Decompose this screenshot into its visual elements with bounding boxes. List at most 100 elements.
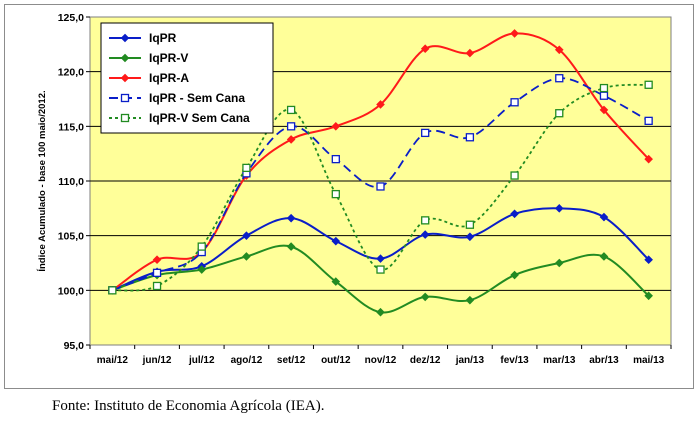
data-point [555, 109, 564, 118]
legend-item: IqPR - Sem Cana [109, 91, 245, 105]
data-point [331, 122, 341, 131]
data-point [599, 105, 609, 115]
data-point [376, 254, 385, 263]
legend-label: IqPR-V Sem Cana [149, 111, 250, 125]
legend-item: IqPR-V [109, 51, 188, 65]
x-tick-label: jun/12 [142, 355, 172, 366]
legend-swatch-marker [120, 113, 130, 123]
x-tick-label: jul/12 [188, 355, 215, 366]
data-point [510, 171, 519, 180]
legend-label: IqPR - Sem Cana [149, 91, 245, 105]
legend: IqPR IqPR-V IqPR-A IqPR - Sem Cana IqPR-V Se… [100, 22, 274, 134]
data-point [555, 74, 564, 83]
data-point [197, 242, 206, 251]
series-line [112, 83, 649, 292]
y-tick-label: 115,0 [58, 121, 84, 133]
data-point [644, 80, 653, 89]
data-point [644, 154, 653, 164]
y-tick-label: 110,0 [58, 176, 84, 188]
x-tick-label: mai/13 [633, 355, 665, 366]
x-tick-label: set/12 [277, 355, 306, 366]
legend-label: IqPR-A [149, 71, 189, 85]
data-point [286, 213, 296, 223]
legend-swatch-marker [120, 73, 130, 83]
legend-box [100, 22, 274, 134]
data-point [420, 292, 430, 302]
data-point [286, 242, 296, 251]
y-tick-label: 100,0 [58, 285, 84, 297]
x-tick-label: nov/12 [365, 355, 397, 366]
data-point [554, 258, 564, 268]
data-point [465, 48, 475, 58]
data-point [421, 128, 430, 138]
data-point [376, 265, 385, 274]
data-point [242, 163, 251, 173]
legend-label: IqPR [149, 31, 177, 45]
legend-swatch-marker [120, 53, 130, 63]
data-point [465, 133, 475, 142]
chart-frame: 95,0 100,0 105,0 110,0 115,0 120,0 125,0 mai/1… [4, 4, 694, 389]
y-axis-ticks: 95,0 100,0 105,0 110,0 115,0 120,0 125,0 [58, 12, 90, 352]
data-point [420, 230, 430, 239]
data-point [376, 182, 385, 191]
x-tick-label: out/12 [321, 355, 351, 366]
data-point [152, 268, 162, 277]
data-point [599, 83, 609, 93]
data-point [242, 252, 251, 261]
data-point [331, 236, 341, 246]
data-point [197, 265, 207, 274]
x-axis-ticks: mai/12 jun/12 jul/12 ago/12 set/12 out/12 nov/… [89, 345, 672, 366]
x-tick-label: mar/13 [543, 355, 576, 366]
x-tick-label: fev/13 [500, 355, 529, 366]
data-point [465, 220, 475, 229]
data-point [331, 154, 340, 164]
data-point [599, 252, 609, 261]
data-point [644, 291, 653, 301]
data-point [644, 116, 653, 126]
x-tick-label: dez/12 [410, 355, 441, 366]
data-point [421, 216, 430, 225]
x-tick-label: mai/12 [97, 355, 129, 366]
data-point [465, 295, 475, 305]
data-point [152, 255, 162, 265]
data-point [286, 105, 296, 115]
data-point [465, 232, 475, 242]
y-tick-label: 125,0 [58, 12, 84, 24]
source-note: Fonte: Instituto de Economia Agrícola (I… [52, 398, 325, 414]
x-tick-label: ago/12 [231, 355, 263, 366]
data-point [599, 212, 609, 222]
y-tick-label: 95,0 [64, 340, 85, 352]
data-point [510, 209, 519, 219]
y-tick-label: 120,0 [58, 67, 84, 79]
data-point [286, 122, 296, 131]
legend-item: IqPR [109, 31, 177, 45]
data-point [286, 135, 296, 144]
legend-swatch-marker [120, 33, 130, 43]
data-point [599, 91, 609, 100]
series-iqpr-v-sem-cana [108, 80, 653, 295]
data-point [331, 189, 340, 199]
y-tick-label: 105,0 [58, 231, 84, 243]
data-point [510, 270, 519, 280]
data-point [510, 29, 519, 38]
data-point [152, 281, 162, 291]
data-point [510, 98, 519, 107]
x-tick-label: jan/13 [455, 355, 485, 366]
data-point [554, 204, 564, 213]
data-point [376, 307, 385, 317]
data-point [376, 100, 385, 109]
y-axis-label: Índice Acumulado - base 100 maio/2012. [37, 90, 48, 271]
legend-label: IqPR-V [149, 51, 188, 65]
data-point [420, 44, 430, 54]
data-point [108, 286, 117, 295]
series-group [108, 29, 653, 317]
data-point [242, 231, 251, 240]
x-tick-label: abr/13 [589, 355, 619, 366]
data-point [331, 277, 341, 286]
legend-item: IqPR-V Sem Cana [109, 111, 250, 125]
legend-swatch-marker [120, 93, 130, 103]
legend-item: IqPR-A [109, 71, 189, 85]
data-point [554, 45, 564, 55]
line-chart: 95,0 100,0 105,0 110,0 115,0 120,0 125,0 mai/1… [37, 12, 672, 366]
data-point [644, 255, 653, 265]
